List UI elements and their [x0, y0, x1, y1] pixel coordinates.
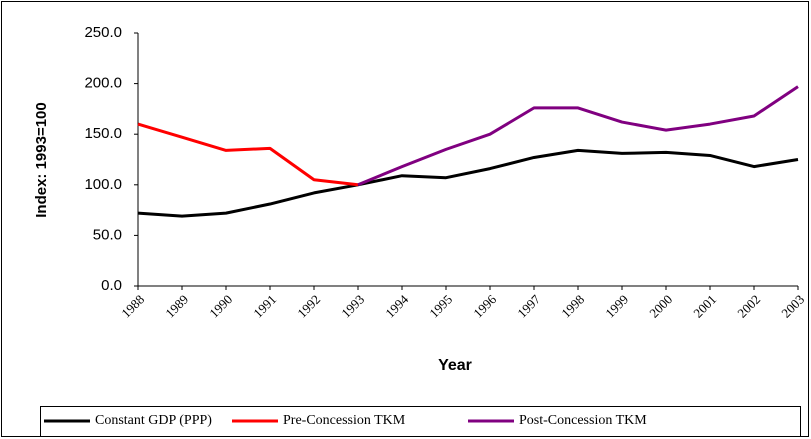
series-line — [137, 122, 359, 187]
legend-box — [40, 406, 801, 437]
y-tick-label: 200.0 — [84, 75, 122, 92]
y-tick-label: 250.0 — [84, 24, 122, 41]
legend-label: Pre-Concession TKM — [283, 413, 406, 428]
x-axis-title: Year — [438, 357, 472, 374]
y-tick-label: 150.0 — [84, 125, 122, 142]
series-line — [357, 85, 799, 187]
series-line — [137, 148, 799, 218]
y-axis-title: Index: 1993=100 — [33, 102, 50, 218]
y-tick-label: 0.0 — [101, 277, 122, 294]
y-tick-label: 100.0 — [84, 176, 122, 193]
y-tick-label: 50.0 — [93, 226, 122, 243]
legend-label: Constant GDP (PPP) — [95, 413, 212, 428]
legend-label: Post-Concession TKM — [519, 413, 647, 428]
